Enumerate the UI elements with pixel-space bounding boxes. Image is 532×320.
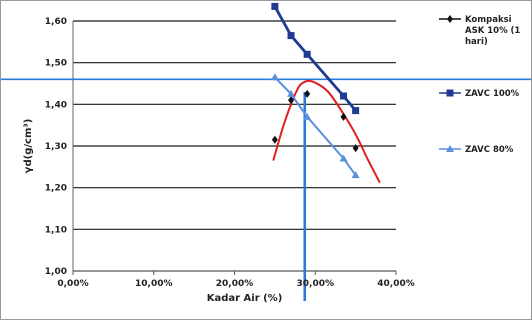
x-tick-label: 30,00%: [297, 279, 335, 289]
y-tick-label: 1,20: [45, 184, 67, 194]
legend-entry-2: ZAVC 100%: [439, 89, 520, 99]
series-2: [271, 2, 360, 115]
y-tick-label: 1,10: [45, 225, 67, 235]
series-1: [271, 89, 359, 153]
legend-marker: [446, 89, 454, 97]
axes: [72, 21, 397, 275]
data-point: [340, 112, 347, 121]
y-tick-label: 1,50: [45, 59, 67, 69]
y-tick-label: 1,00: [45, 267, 67, 277]
data-point: [270, 73, 279, 81]
legend: Kompaksi ASK 10% (1 hari) ZAVC 100% ZAVC 80%: [439, 15, 520, 155]
y-axis-title: γd(g/cm³): [23, 119, 34, 174]
data-point: [339, 154, 348, 162]
y-tick-label: 1,60: [45, 17, 67, 27]
y-tick-label: 1,30: [45, 142, 67, 152]
legend-marker: [447, 15, 453, 23]
legend-entry-1: Kompaksi ASK 10% (1 hari): [439, 15, 520, 47]
data-point: [288, 96, 295, 105]
legend-label: Kompaksi ASK 10% (1 hari): [465, 15, 520, 47]
data-point: [271, 2, 279, 10]
fit-curve-path: [272, 79, 381, 184]
data-point: [352, 107, 360, 115]
legend-marker: [446, 145, 454, 152]
data-point: [287, 89, 296, 97]
series-3: [270, 73, 360, 179]
guide-lines: [1, 78, 531, 301]
legend-label: ZAVC 80%: [465, 145, 514, 155]
legend-label: ZAVC 100%: [465, 89, 520, 99]
legend-entry-3: ZAVC 80%: [439, 145, 514, 155]
x-tick-label: 40,00%: [377, 279, 415, 289]
x-tick-label: 0,00%: [57, 279, 88, 289]
data-point: [351, 171, 360, 179]
data-point: [340, 92, 348, 100]
data-point: [303, 112, 312, 120]
fit-curve: [272, 79, 381, 184]
data-point: [287, 32, 295, 40]
tick-labels: 1,00 1,10 1,20 1,30 1,40 1,50 1,60 0,00% 10,00% 2…: [45, 17, 415, 289]
x-tick-label: 20,00%: [216, 279, 254, 289]
data-point: [352, 144, 359, 153]
x-axis-title: Kadar Air (%): [207, 293, 283, 304]
data-point: [271, 135, 278, 144]
data-point: [304, 89, 311, 98]
series-layer: [270, 2, 360, 179]
x-tick-label: 10,00%: [135, 279, 173, 289]
data-point: [303, 50, 311, 58]
y-tick-label: 1,40: [45, 100, 67, 110]
